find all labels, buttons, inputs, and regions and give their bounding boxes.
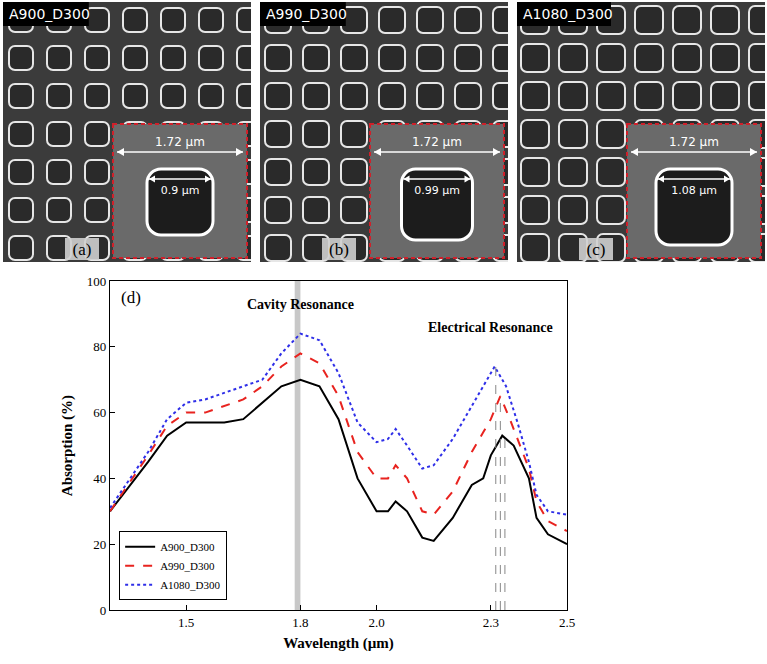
svg-text:A900_D300: A900_D300 <box>160 541 215 553</box>
svg-text:1.8: 1.8 <box>292 615 308 630</box>
svg-text:60: 60 <box>93 405 106 420</box>
svg-text:(c): (c) <box>587 240 606 259</box>
svg-text:A1080_D300: A1080_D300 <box>523 6 613 22</box>
svg-text:A990_D300: A990_D300 <box>160 560 215 572</box>
svg-text:40: 40 <box>93 471 106 486</box>
svg-text:0.9 µm: 0.9 µm <box>161 184 200 197</box>
svg-text:1.72 µm: 1.72 µm <box>669 135 719 149</box>
svg-text:Electrical Resonance: Electrical Resonance <box>428 320 553 335</box>
svg-text:2.5: 2.5 <box>559 615 575 630</box>
svg-text:(a): (a) <box>73 240 92 259</box>
svg-text:A990_D300: A990_D300 <box>266 6 347 22</box>
svg-text:1.5: 1.5 <box>178 615 194 630</box>
svg-text:2.0: 2.0 <box>368 615 384 630</box>
svg-text:2.3: 2.3 <box>483 615 499 630</box>
svg-text:1.72 µm: 1.72 µm <box>412 135 462 149</box>
svg-text:80: 80 <box>93 339 106 354</box>
svg-text:1.08 µm: 1.08 µm <box>671 184 717 197</box>
svg-text:Cavity Resonance: Cavity Resonance <box>247 297 354 312</box>
svg-text:0.99 µm: 0.99 µm <box>414 184 460 197</box>
svg-text:100: 100 <box>87 274 107 289</box>
svg-text:Absorption (%): Absorption (%) <box>59 395 76 496</box>
svg-text:(b): (b) <box>329 240 349 259</box>
svg-text:(d): (d) <box>121 288 141 307</box>
svg-text:Wavelength (µm): Wavelength (µm) <box>283 635 394 652</box>
svg-text:A900_D300: A900_D300 <box>9 6 90 22</box>
svg-text:A1080_D300: A1080_D300 <box>160 579 220 591</box>
svg-text:1.72 µm: 1.72 µm <box>155 135 205 149</box>
svg-text:20: 20 <box>93 537 106 552</box>
svg-text:0: 0 <box>100 603 107 618</box>
